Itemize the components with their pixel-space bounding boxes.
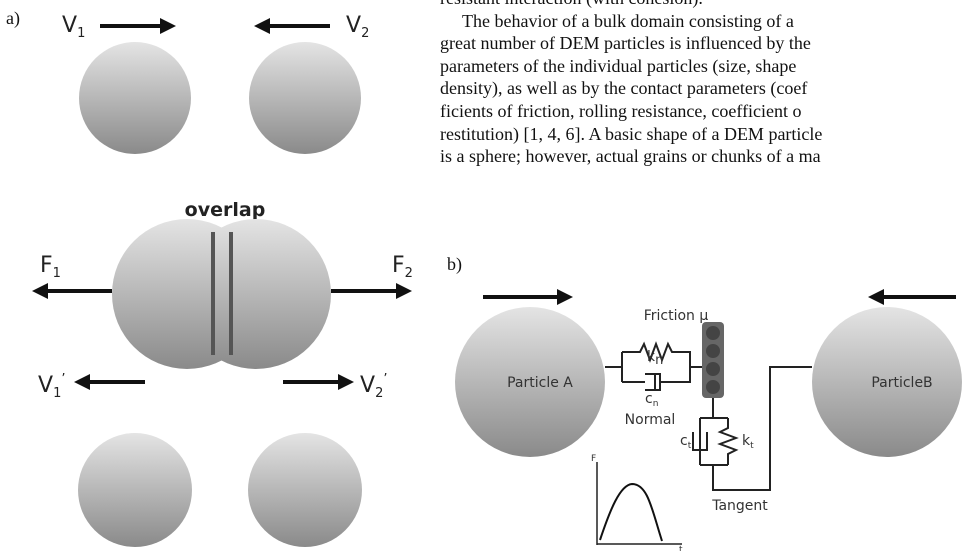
particle (181, 219, 331, 369)
friction-label: Friction μ (644, 308, 709, 324)
text-line: ficients of friction, rolling resistance… (440, 100, 802, 121)
axis-label: t (679, 545, 683, 551)
coefficient-label: kt (742, 433, 754, 451)
particle-label: ParticleB (871, 375, 932, 391)
particle (455, 307, 605, 457)
superscript: ’ (383, 372, 387, 387)
symbol: F (40, 253, 53, 278)
body-text: resistant interaction (with cohesion). T… (440, 0, 963, 277)
velocity-label: V1 (62, 13, 85, 41)
subscript: n (653, 399, 659, 409)
symbol: k (742, 433, 751, 449)
roller (706, 326, 720, 340)
normal-spring-damper (605, 341, 703, 391)
velocity-label: V1’ (38, 372, 65, 401)
panel-label: b) (447, 254, 462, 275)
force-label: F2 (392, 253, 413, 281)
normal-label: Normal (625, 412, 676, 428)
subscript: t (688, 441, 692, 451)
subscript: 1 (53, 386, 61, 401)
symbol: V (38, 373, 53, 398)
symbol: F (392, 253, 405, 278)
velocity-label: V2 (346, 13, 369, 41)
axis-label: F (591, 454, 596, 464)
particle-label: Particle A (507, 375, 573, 391)
symbol: V (360, 373, 375, 398)
symbol: V (346, 13, 361, 38)
plot-axes (596, 462, 682, 545)
text-line: density), as well as by the contact para… (440, 78, 808, 99)
particle (79, 42, 191, 154)
superscript: ’ (61, 372, 65, 387)
roller (706, 380, 720, 394)
friction-slider (702, 322, 724, 398)
symbol: k (647, 349, 656, 365)
text-line: resistant interaction (with cohesion). (440, 0, 963, 10)
subscript: 2 (375, 386, 383, 401)
text-line: restitution) [1, 4, 6]. A basic shape of… (440, 123, 823, 144)
text-line: great number of DEM particles is influen… (440, 33, 811, 54)
text-line: parameters of the individual particles (… (440, 55, 797, 76)
subscript: 2 (405, 266, 413, 281)
particle (78, 433, 192, 547)
particle (248, 433, 362, 547)
coefficient-label: kn (647, 349, 663, 368)
roller (706, 362, 720, 376)
contact-model (605, 322, 812, 491)
subscript: 1 (77, 26, 85, 41)
symbol: c (645, 391, 653, 407)
tangent-spring-damper (692, 366, 812, 491)
particle (249, 42, 361, 154)
subscript: t (750, 441, 754, 451)
particle (812, 307, 962, 457)
velocity-label: V2’ (360, 372, 387, 401)
overlapping-particles (112, 219, 331, 369)
force-label: F1 (40, 253, 61, 281)
roller (706, 344, 720, 358)
inset-plot: F t (591, 454, 683, 551)
tangent-label: Tangent (711, 498, 768, 514)
coefficient-label: cn (645, 391, 658, 409)
panel-label: a) (6, 8, 20, 29)
text-line: The behavior of a bulk domain consisting… (462, 10, 794, 31)
subscript: 2 (361, 26, 369, 41)
symbol: c (680, 433, 688, 449)
symbol: V (62, 13, 77, 38)
overlap-label: overlap (185, 199, 266, 221)
text-line: is a sphere; however, actual grains or c… (440, 146, 821, 167)
plot-curve (599, 482, 663, 542)
coefficient-label: ct (680, 433, 692, 451)
subscript: n (655, 353, 663, 368)
subscript: 1 (53, 266, 61, 281)
